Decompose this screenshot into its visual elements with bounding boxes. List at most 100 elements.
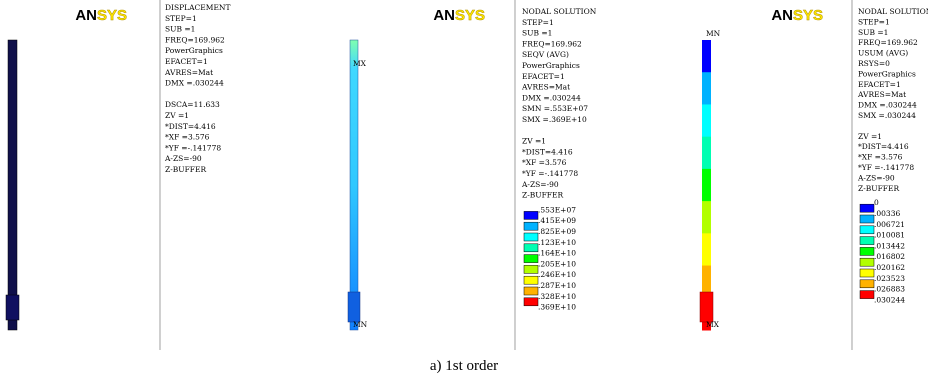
legend-label: .030244 xyxy=(874,295,905,304)
legend-label: 0 xyxy=(874,198,879,207)
view-line: *DIST=4.416 xyxy=(522,147,573,156)
logo-left: AN xyxy=(433,7,455,24)
view-line: Z-BUFFER xyxy=(522,191,563,200)
info-line: RSYS=0 xyxy=(858,59,890,68)
info-line: DMX =.030244 xyxy=(522,93,581,102)
legend-swatch xyxy=(860,226,874,234)
info-line: NODAL SOLUTION xyxy=(858,7,928,16)
view-line: DSCA=11.633 xyxy=(165,100,220,109)
view-line: *YF =-.141778 xyxy=(522,169,578,178)
info-line: PowerGraphics xyxy=(165,46,223,55)
info-line: DMX =.030244 xyxy=(165,79,224,88)
legend-label: .164E+10 xyxy=(538,249,576,258)
legend-swatch xyxy=(524,265,538,273)
logo-left: AN xyxy=(771,7,793,24)
info-line: EFACET=1 xyxy=(522,72,565,81)
logo-left: AN xyxy=(75,7,97,24)
legend-swatch xyxy=(860,204,874,212)
beam xyxy=(350,40,358,330)
extreme-label: MN xyxy=(706,29,721,38)
legend-swatch xyxy=(860,269,874,277)
view-line: *YF =-.141778 xyxy=(858,163,914,172)
info-line: STEP=1 xyxy=(858,17,890,26)
info-line: DISPLACEMENT xyxy=(165,3,231,12)
info-line: AVRES=Mat xyxy=(857,90,906,99)
legend-label: .123E+10 xyxy=(538,238,576,247)
info-line: SUB =1 xyxy=(858,28,888,37)
view-line: ZV =1 xyxy=(522,137,546,146)
legend-swatch xyxy=(524,233,538,241)
beam-band xyxy=(702,72,711,105)
view-line: *XF =3.576 xyxy=(858,153,903,162)
legend-label: .020162 xyxy=(874,263,905,272)
info-line: USUM (AVG) xyxy=(858,49,908,58)
view-line: A-ZS=-90 xyxy=(164,154,202,163)
view-line: A-ZS=-90 xyxy=(857,173,895,182)
view-line: Z-BUFFER xyxy=(858,184,899,193)
legend-swatch xyxy=(524,222,538,230)
legend-label: .246E+10 xyxy=(538,270,576,279)
legend-label: .369E+10 xyxy=(538,303,576,312)
legend-label: .023523 xyxy=(874,274,905,283)
view-line: A-ZS=-90 xyxy=(521,180,559,189)
caption: a) 1st order xyxy=(430,358,498,374)
legend-swatch xyxy=(524,287,538,295)
legend-swatch xyxy=(860,280,874,288)
extreme-label: MN xyxy=(353,320,368,329)
info-line: FREQ=169.962 xyxy=(165,35,225,44)
legend-label: .825E+09 xyxy=(538,227,576,236)
info-line: PowerGraphics xyxy=(858,69,916,78)
view-line: Z-BUFFER xyxy=(165,165,206,174)
beam-band xyxy=(702,233,711,266)
legend-swatch xyxy=(860,215,874,223)
info-line: FREQ=169.962 xyxy=(522,39,582,48)
legend-swatch xyxy=(524,255,538,263)
extreme-label: MX xyxy=(706,320,720,329)
view-line: ZV =1 xyxy=(858,132,882,141)
beam-band xyxy=(702,104,711,137)
legend-swatch xyxy=(524,276,538,284)
view-line: ZV =1 xyxy=(165,111,189,120)
info-line: SUB =1 xyxy=(522,29,552,38)
legend-swatch xyxy=(860,258,874,266)
logo-right: SYS xyxy=(455,7,485,24)
info-line: STEP=1 xyxy=(165,14,197,23)
info-line: AVRES=Mat xyxy=(521,83,570,92)
legend-swatch xyxy=(524,211,538,219)
view-line: *XF =3.576 xyxy=(165,133,210,142)
legend-label: .006721 xyxy=(874,220,905,229)
beam-band xyxy=(702,137,711,170)
info-line: SEQV (AVG) xyxy=(522,50,569,59)
legend-swatch xyxy=(860,247,874,255)
info-line: EFACET=1 xyxy=(165,57,208,66)
info-line: SMN =.553E+07 xyxy=(522,104,588,113)
beam-end xyxy=(348,292,360,322)
legend-swatch xyxy=(860,291,874,299)
logo-right: SYS xyxy=(97,7,127,24)
legend-label: .00336 xyxy=(874,209,900,218)
legend-swatch xyxy=(524,244,538,252)
beam xyxy=(8,40,17,330)
legend-swatch xyxy=(860,237,874,245)
info-line: PowerGraphics xyxy=(522,61,580,70)
info-line: DMX =.030244 xyxy=(858,101,917,110)
legend-label: .328E+10 xyxy=(538,292,576,301)
info-line: STEP=1 xyxy=(522,18,554,27)
info-line: SMX =.030244 xyxy=(858,111,916,120)
view-line: *XF =3.576 xyxy=(522,158,567,167)
legend-label: .553E+07 xyxy=(538,205,576,214)
beam-band xyxy=(702,201,711,234)
legend-label: .415E+09 xyxy=(538,216,576,225)
beam-end xyxy=(6,295,19,320)
beam-end xyxy=(700,292,713,322)
logo-right: SYS xyxy=(793,7,823,24)
figure: a) 1st order ANSYSDISPLACEMENTSTEP=1SUB … xyxy=(0,0,928,377)
legend-label: .205E+10 xyxy=(538,259,576,268)
legend-label: .013442 xyxy=(874,241,905,250)
info-line: SMX =.369E+10 xyxy=(522,115,587,124)
legend-label: .016802 xyxy=(874,252,905,261)
legend-label: .026883 xyxy=(874,285,905,294)
info-line: SUB =1 xyxy=(165,25,195,34)
info-line: FREQ=169.962 xyxy=(858,38,918,47)
beam-band xyxy=(702,40,711,73)
